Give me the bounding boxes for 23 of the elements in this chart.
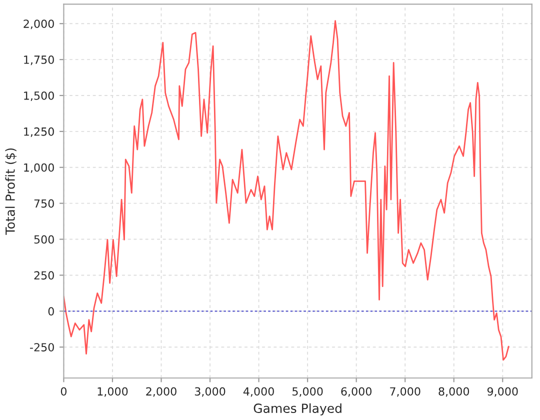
x-tick-label: 2,000: [146, 387, 176, 397]
y-tick-label: 1,250: [24, 127, 54, 137]
x-tick-label: 8,000: [438, 387, 470, 397]
x-tick-label: 5,000: [292, 387, 323, 397]
y-tick-label: 500: [34, 235, 54, 244]
y-tick-label: 2,000: [24, 20, 54, 30]
y-tick-label: 1,750: [24, 56, 54, 66]
x-axis-title: Games Played: [254, 403, 342, 416]
x-tick-label: 1,000: [98, 387, 128, 397]
x-tick-label: 3,000: [194, 387, 226, 397]
x-tick-label: 9,000: [487, 387, 518, 397]
x-tick-label: 0: [60, 387, 67, 396]
y-tick-label: 750: [34, 199, 54, 208]
x-tick-label: 6,000: [341, 387, 372, 397]
x-tick-label: 4,000: [243, 387, 274, 397]
x-tick-label: 7,000: [390, 387, 420, 397]
y-tick-label: -250: [30, 343, 54, 352]
y-tick-label: 1,500: [24, 91, 54, 102]
y-tick-label: 1,000: [24, 163, 54, 173]
y-tick-label: 0: [48, 307, 54, 316]
y-tick-label: 250: [34, 271, 54, 280]
line-series: [64, 20, 510, 361]
y-axis-title: Total Profit ($): [5, 148, 17, 235]
